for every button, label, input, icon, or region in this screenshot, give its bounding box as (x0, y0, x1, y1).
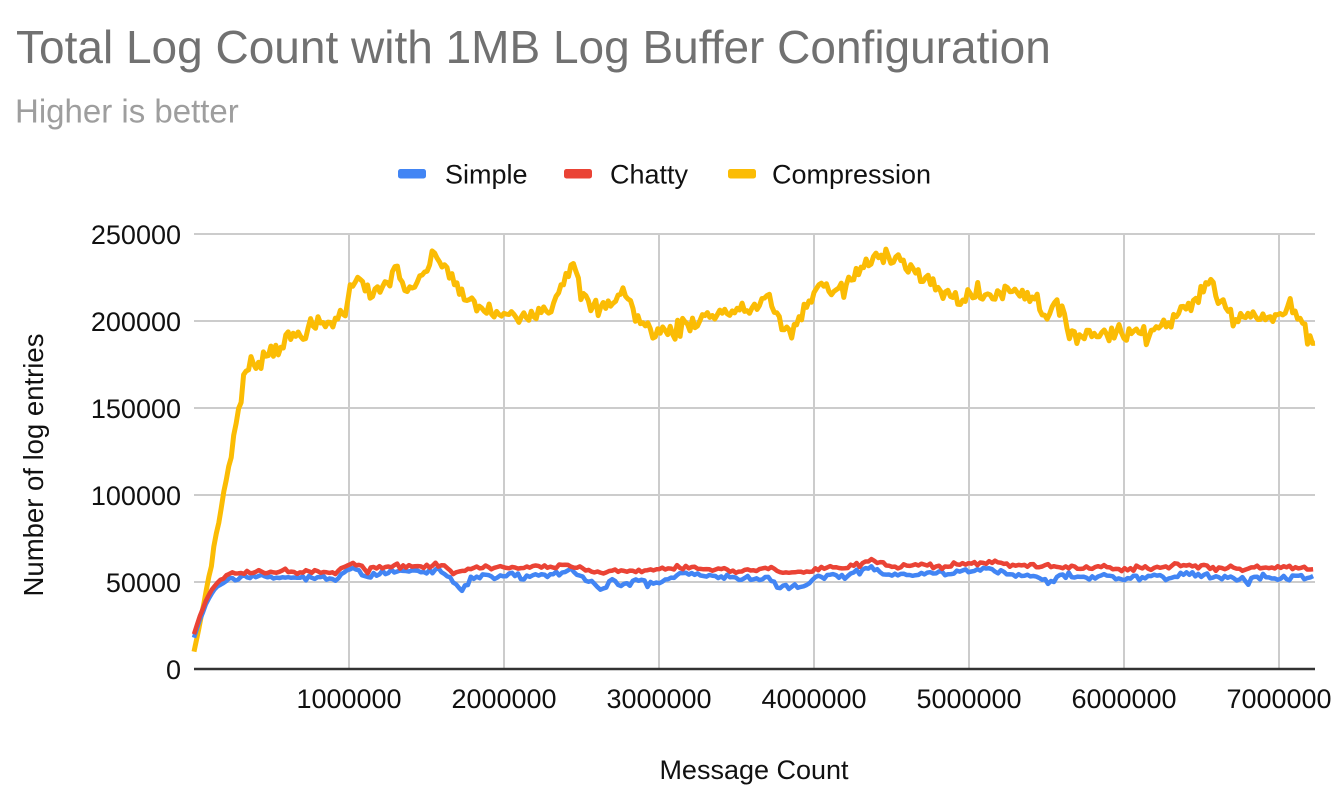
svg-text:0: 0 (166, 655, 181, 685)
svg-text:Message Count: Message Count (659, 755, 849, 785)
svg-text:7000000: 7000000 (1226, 684, 1331, 714)
svg-text:250000: 250000 (91, 220, 181, 250)
svg-text:Number of log entries: Number of log entries (18, 334, 49, 597)
svg-text:4000000: 4000000 (761, 684, 866, 714)
svg-text:3000000: 3000000 (606, 684, 711, 714)
svg-text:200000: 200000 (91, 307, 181, 337)
svg-text:Total Log Count with 1MB Log B: Total Log Count with 1MB Log Buffer Conf… (16, 21, 1051, 73)
svg-text:Compression: Compression (772, 160, 931, 190)
svg-text:100000: 100000 (91, 481, 181, 511)
svg-text:2000000: 2000000 (451, 684, 556, 714)
svg-text:150000: 150000 (91, 394, 181, 424)
svg-text:6000000: 6000000 (1071, 684, 1176, 714)
svg-text:5000000: 5000000 (916, 684, 1021, 714)
svg-text:Chatty: Chatty (610, 160, 689, 190)
svg-text:50000: 50000 (106, 568, 181, 598)
svg-text:Simple: Simple (445, 160, 528, 190)
svg-text:Higher is better: Higher is better (15, 93, 239, 130)
svg-text:1000000: 1000000 (296, 684, 401, 714)
